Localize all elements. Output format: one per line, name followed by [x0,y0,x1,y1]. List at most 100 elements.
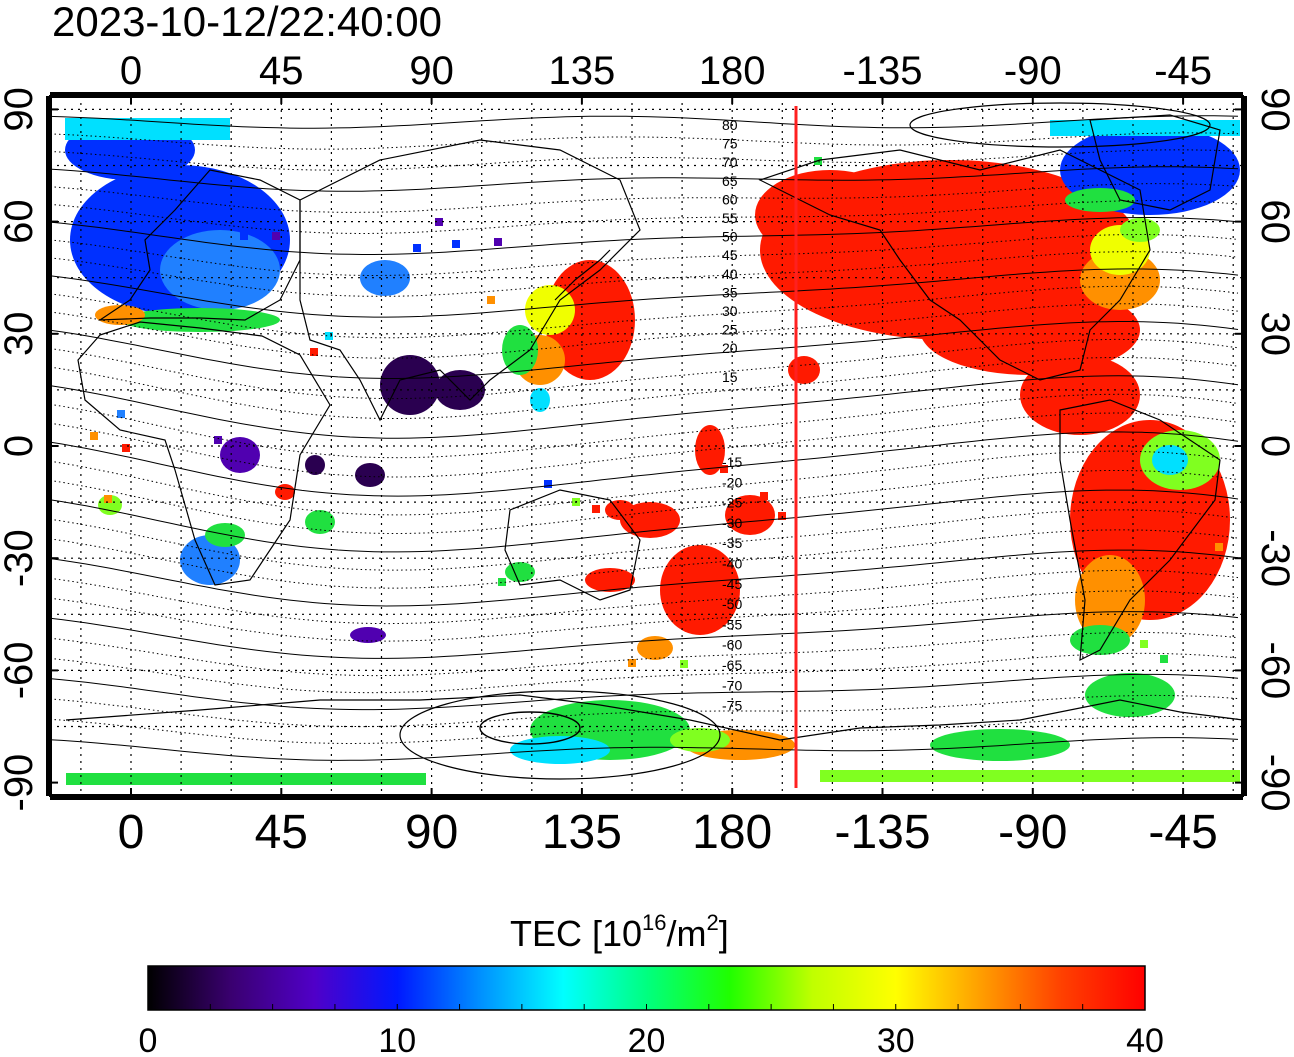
tec-sample [592,505,600,513]
tec-patch [1085,673,1175,717]
tec-sample [680,660,688,668]
dip-label: -25 [722,495,742,511]
dip-contour [49,115,1239,129]
lat-tick-label-right: 30 [1253,312,1294,357]
frame-bar-right [1241,96,1247,796]
lat-tick-label-left: -60 [0,641,41,699]
tec-patch [275,484,295,500]
tec-patch [788,356,820,384]
tec-sample [122,444,130,452]
colorbar-ticks: 0 10 20 30 40 [139,1004,1164,1057]
tec-sample [544,480,552,488]
coastline [77,321,331,586]
tec-patch [120,308,280,332]
coastlines [65,114,1244,741]
dip-label: 60 [722,191,738,207]
dip-contour [49,590,1239,642]
tec-sample [1160,655,1168,663]
tec-sample [1140,640,1148,648]
dip-label: 40 [722,266,738,282]
lat-tick-label-right: 60 [1253,199,1294,244]
coastline [299,139,641,422]
frame-ticks [46,92,1247,800]
tec-patch [355,463,385,487]
dip-label: -70 [722,677,742,693]
dip-contour [49,166,1239,192]
dip-contour [49,285,1239,339]
colorbar-tick-label: 40 [1126,1022,1164,1057]
dip-label: -40 [722,556,742,572]
lat-tick-label-right: 90 [1253,87,1294,131]
lon-tick-label-bottom: -45 [1148,806,1217,859]
tec-patch [820,770,1240,782]
lat-tick-label-left: 90 [0,87,41,131]
tec-patch [305,455,325,475]
pole-contour [909,102,1211,148]
tec-patch [95,305,145,325]
dip-label: 35 [722,284,738,300]
tec-patch [660,545,740,635]
lat-tick-label-left: 30 [0,312,41,357]
tec-patch [360,260,410,296]
tec-patch [220,437,260,473]
frame-bar-top [50,92,1243,98]
lat-tick-label-left: -90 [0,754,41,812]
dip-contour [49,716,1239,745]
tec-patch [160,230,280,310]
tec-sample [240,232,248,240]
dip-label: 75 [722,136,738,152]
dip-contour [49,569,1239,625]
lat-tick-label-right: 0 [1253,435,1294,457]
tec-patch [530,388,550,412]
tec-sample [760,492,768,500]
dip-contour [49,183,1239,213]
dip-contour [49,199,1239,235]
dip-label: -55 [722,616,742,632]
lat-tick-label-right: -60 [1253,641,1294,699]
tec-patch [605,500,635,520]
tec-sample [413,244,421,252]
dip-label: -15 [722,454,742,470]
tec-sample [498,578,506,586]
colorbar-tick-label: 20 [628,1022,666,1057]
dip-contour [49,737,1239,761]
tec-patch [505,562,535,582]
tec-patch [66,773,426,785]
tec-sample [435,218,443,226]
tec-patch [1152,445,1188,475]
lat-tick-label-left: 0 [0,435,41,457]
dip-contour [49,489,1239,553]
tec-sample [1050,233,1058,241]
lat-tick-label-left: 60 [0,199,41,244]
tec-patch [1020,355,1140,435]
coastline [65,694,1244,741]
pole-contour [399,690,721,780]
tec-patch [1065,188,1135,212]
lat-tick-label-left: -30 [0,529,41,587]
dip-label: 65 [722,173,738,189]
tec-patch [930,729,1070,761]
dip-label: 70 [722,154,738,170]
tec-patch [637,636,673,660]
dip-label: -30 [722,515,742,531]
dip-label: 20 [722,340,738,356]
tec-sample [104,495,112,503]
dip-contour [49,303,1239,359]
dip-label: 55 [722,210,738,226]
dip-label: -75 [722,698,742,714]
dip-contour [49,673,1239,711]
dip-label: 50 [722,229,738,245]
dip-contour-labels: 80 75 70 65 60 55 50 45 40 35 30 25 20 15 -15 -20 -25 -30… [722,117,742,714]
colorbar-tick-label: 10 [378,1022,416,1057]
lon-tick-label-top: -45 [1154,49,1212,93]
dip-contour [49,549,1239,607]
tec-patch [1075,555,1145,645]
dip-label: -45 [722,576,742,592]
dip-contour [49,412,1239,478]
dip-contour [49,450,1239,516]
tec-patch [725,495,775,535]
dip-contour [49,132,1239,150]
tec-patch [585,568,635,592]
dip-contour [49,338,1239,400]
